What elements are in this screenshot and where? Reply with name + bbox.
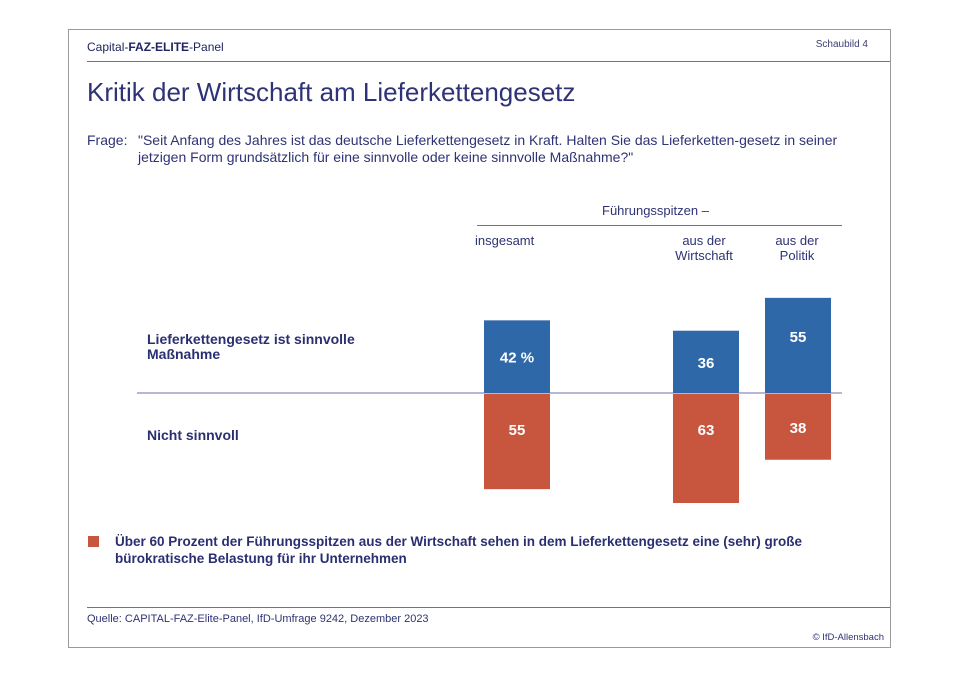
bar-chart: 42 % 36 55 55 63 38 — [137, 297, 842, 503]
group-label: Führungsspitzen – — [602, 203, 709, 218]
note-marker — [88, 536, 99, 547]
chart-title: Kritik der Wirtschaft am Lieferkettenges… — [87, 77, 576, 107]
row-label-nicht-sinnvoll: Nicht sinnvoll — [147, 427, 239, 443]
group-rule — [477, 225, 842, 226]
column-header-politik: aus der Politik — [775, 233, 819, 263]
copyright-text: © IfD-Allensbach — [812, 632, 884, 643]
bar-sinnvoll-politik — [765, 297, 831, 393]
row-label-sinnvoll: Lieferkettengesetz ist sinnvolle Maßnahm… — [147, 331, 355, 362]
header-rule — [87, 61, 890, 62]
source-text: Quelle: CAPITAL-FAZ-Elite-Panel, IfD-Umf… — [87, 613, 429, 625]
bar-sinnvoll-wirtschaft — [673, 330, 739, 393]
value-label-sinnvoll-politik: 55 — [790, 329, 807, 346]
brand-strong: FAZ-ELITE — [128, 40, 190, 54]
value-label-sinnvoll-insgesamt: 42 % — [500, 350, 534, 367]
brand-prefix: Capital- — [87, 40, 129, 54]
brand-suffix: -Panel — [189, 40, 224, 54]
bar-nicht-sinnvoll-politik — [765, 394, 831, 460]
footer-rule — [87, 607, 890, 608]
bar-nicht-sinnvoll-wirtschaft — [673, 394, 739, 503]
question-label: Frage: — [87, 132, 128, 148]
column-header-insgesamt: insgesamt — [475, 233, 535, 248]
question-text: "Seit Anfang des Jahres ist das deutsche… — [138, 132, 838, 165]
bar-nicht-sinnvoll-insgesamt — [484, 394, 550, 490]
value-label-nicht-sinnvoll-politik: 38 — [790, 420, 807, 437]
note-text: Über 60 Prozent der Führungsspitzen aus … — [115, 534, 803, 566]
bar-sinnvoll-insgesamt — [484, 320, 550, 393]
panel-brand: Capital-FAZ-ELITE-Panel — [87, 40, 224, 54]
value-label-nicht-sinnvoll-wirtschaft: 63 — [698, 422, 715, 439]
column-header-wirtschaft: aus der Wirtschaft — [675, 233, 733, 263]
chart-frame: Capital-FAZ-ELITE-Panel Schaubild 4 Krit… — [68, 29, 891, 648]
value-label-sinnvoll-wirtschaft: 36 — [698, 355, 715, 372]
figure-number: Schaubild 4 — [815, 39, 868, 50]
value-label-nicht-sinnvoll-insgesamt: 55 — [509, 422, 526, 439]
